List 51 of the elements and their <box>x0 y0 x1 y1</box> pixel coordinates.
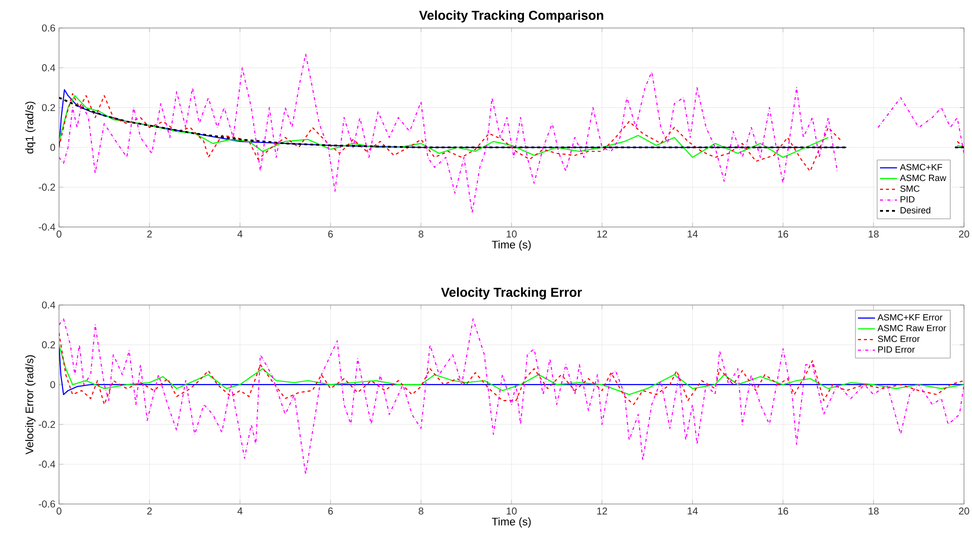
x-tick-label: 8 <box>418 508 424 515</box>
y-tick-label: 0.2 <box>42 341 55 348</box>
legend-label: ASMC+KF <box>900 164 942 170</box>
chart-title: Velocity Tracking Error <box>441 287 582 300</box>
y-tick-label: 0.4 <box>42 64 56 72</box>
x-tick-label: 12 <box>597 508 608 514</box>
legend-label: SMC Error <box>878 336 920 342</box>
x-tick-label: 14 <box>688 508 698 514</box>
y-tick-label: 0.2 <box>42 104 55 112</box>
x-tick-label: 16 <box>778 508 788 515</box>
legend-label: PID <box>900 196 914 202</box>
chart-title: Velocity Tracking Comparison <box>419 10 604 23</box>
line-series <box>59 332 964 406</box>
x-tick-label: 2 <box>147 230 152 238</box>
x-tick-label: 6 <box>328 508 333 515</box>
x-tick-label: 6 <box>328 230 333 238</box>
legend-label: ASMC Raw <box>900 174 946 182</box>
legend-label: ASMC Raw Error <box>878 324 946 332</box>
x-axis-title: Time (s) <box>492 517 531 528</box>
x-tick-label: 12 <box>597 230 608 238</box>
y-tick-label: -0.2 <box>38 420 55 428</box>
y-axis-title: dq1 (rad/s) <box>25 102 36 154</box>
y-tick-label: 0 <box>50 381 56 388</box>
x-tick-label: 2 <box>147 508 152 514</box>
x-tick-label: 0 <box>56 230 62 238</box>
y-tick-label: 0.4 <box>42 301 56 309</box>
x-tick-label: 10 <box>506 508 517 515</box>
x-tick-label: 14 <box>688 230 698 238</box>
x-tick-label: 8 <box>418 230 424 238</box>
y-tick-label: 0.6 <box>42 24 56 32</box>
x-tick-label: 20 <box>958 508 970 515</box>
y-axis-title: Velocity Error (rad/s) <box>25 355 36 454</box>
x-tick-label: 10 <box>506 230 517 238</box>
x-tick-label: 0 <box>56 508 62 515</box>
x-tick-label: 18 <box>868 230 879 238</box>
y-tick-label: -0.4 <box>38 460 56 468</box>
x-tick-label: 18 <box>868 508 879 515</box>
y-tick-label: -0.4 <box>38 223 56 231</box>
legend-label: Desired <box>900 206 930 214</box>
x-tick-label: 4 <box>237 508 242 514</box>
x-tick-label: 4 <box>237 230 242 238</box>
line-series <box>59 344 964 396</box>
x-axis-title: Time (s) <box>492 240 531 251</box>
legend-label: PID Error <box>878 346 915 353</box>
legend-label: ASMC+KF Error <box>878 314 942 321</box>
y-tick-label: -0.6 <box>38 500 56 508</box>
y-tick-label: -0.2 <box>38 184 55 191</box>
x-tick-label: 20 <box>958 230 970 238</box>
y-tick-label: 0 <box>50 144 56 151</box>
legend-label: SMC <box>900 185 920 192</box>
x-tick-label: 16 <box>778 230 788 238</box>
